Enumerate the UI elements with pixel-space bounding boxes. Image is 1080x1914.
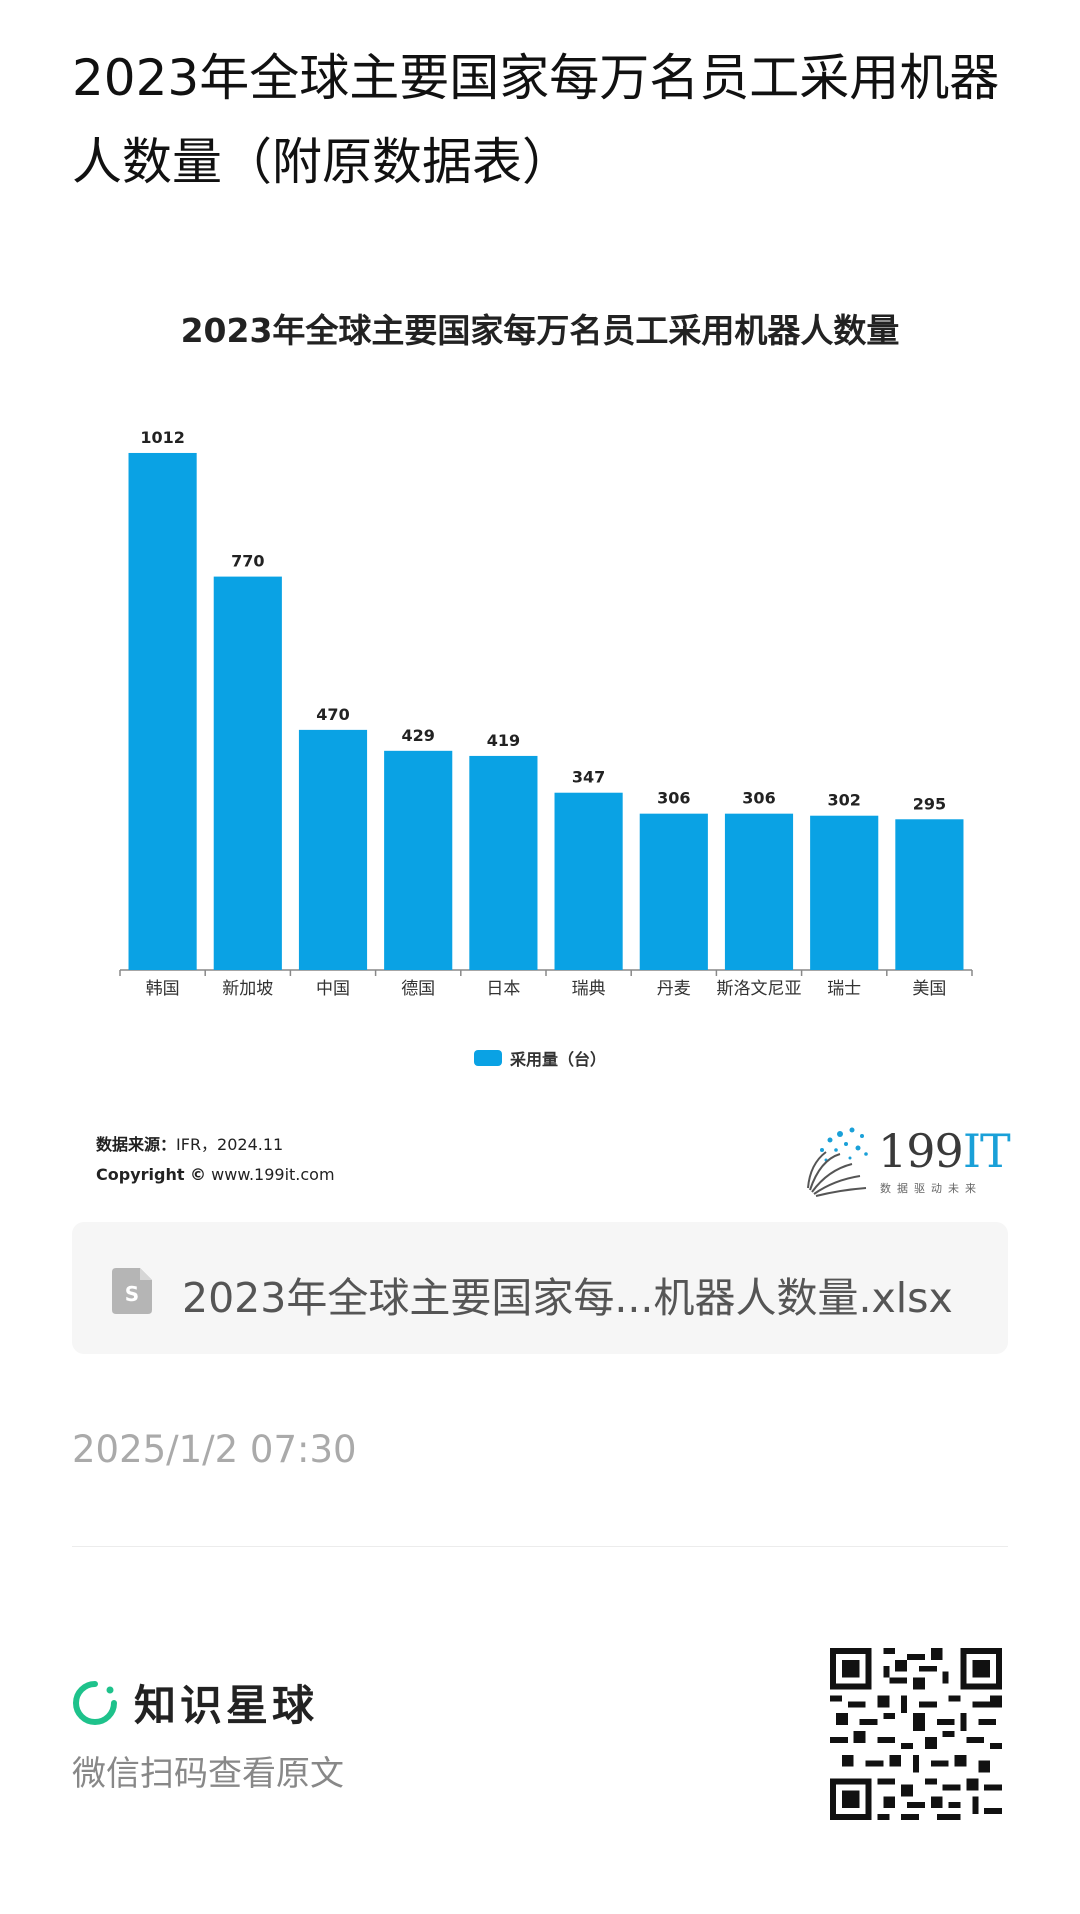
bar-6 — [639, 813, 708, 970]
logo-tagline: 数据驱动未来 — [880, 1182, 982, 1195]
x-tick-label: 瑞士 — [827, 979, 861, 999]
chart-title: 2023年全球主要国家每万名员工采用机器人数量 — [180, 311, 900, 350]
x-tick-label: 丹麦 — [657, 979, 691, 999]
spreadsheet-file-icon: S — [112, 1268, 152, 1314]
bar-value-label: 470 — [316, 705, 349, 724]
x-tick-label: 新加坡 — [222, 979, 273, 999]
attachment-card[interactable]: S 2023年全球主要国家每...机器人数量.xlsx — [72, 1222, 1008, 1354]
x-tick-label: 德国 — [401, 979, 435, 999]
logo-text: 199IT — [878, 1124, 1011, 1178]
bar-value-label: 306 — [742, 789, 775, 808]
bar-value-label: 429 — [401, 726, 434, 745]
x-tick-label: 瑞典 — [572, 979, 606, 999]
bar-0 — [128, 452, 197, 970]
bar-value-label: 1012 — [140, 428, 185, 447]
x-tick-label: 中国 — [316, 979, 350, 999]
publish-date: 2025/1/2 07:30 — [72, 1428, 357, 1471]
source-value: IFR，2024.11 — [176, 1135, 284, 1154]
bar-2 — [298, 729, 368, 970]
zsxq-logo-icon — [73, 1680, 117, 1725]
x-tick-label: 日本 — [486, 979, 520, 999]
scan-instruction: 微信扫码查看原文 — [72, 1754, 344, 1794]
attachment-filename[interactable]: 2023年全球主要国家每...机器人数量.xlsx — [182, 1274, 953, 1322]
page-title: 2023年全球主要国家每万名员工采用机器人数量（附原数据表） — [72, 49, 1000, 191]
bar-value-label: 295 — [913, 794, 946, 813]
svg-text:S: S — [125, 1282, 139, 1306]
bar-value-label: 770 — [231, 552, 264, 571]
legend-swatch — [473, 1050, 502, 1066]
chart-image[interactable]: 2023年全球主要国家每万名员工采用机器人数量 1012 韩国 770 新加坡 470 中… — [72, 268, 1011, 1198]
bar-value-label: 302 — [827, 791, 860, 810]
bar-1 — [213, 576, 282, 970]
data-source: 数据来源：IFR，2024.11 Copyright © www.199it.c… — [96, 1130, 335, 1190]
legend-label: 采用量（台） — [509, 1050, 606, 1069]
divider — [72, 1546, 1008, 1547]
source-label: 数据来源： — [96, 1135, 177, 1154]
copyright-value: www.199it.com — [211, 1165, 335, 1184]
x-tick-label: 斯洛文尼亚 — [717, 979, 802, 999]
bar-7 — [724, 813, 794, 970]
bar-3 — [384, 750, 453, 970]
qr-code-icon[interactable] — [830, 1648, 1002, 1820]
brand-name: 知识星球 — [134, 1681, 319, 1730]
bar-8 — [810, 815, 879, 970]
bar-5 — [554, 792, 623, 970]
bar-value-label: 419 — [487, 731, 520, 750]
x-tick-label: 韩国 — [146, 979, 180, 999]
logo-199it: 199IT 数据驱动未来 — [800, 1120, 1011, 1204]
bar-9 — [895, 819, 964, 970]
bar-value-label: 306 — [657, 789, 690, 808]
copyright-label: Copyright © — [96, 1165, 207, 1184]
bar-value-label: 347 — [572, 768, 605, 787]
brand: 知识星球 — [72, 1672, 318, 1733]
bar-chart: 1012 韩国 770 新加坡 470 中国 429 德国 419 日本 347 瑞典 306 丹麦 306… — [119, 428, 973, 999]
bar-4 — [469, 755, 538, 970]
chart-legend: 采用量（台） — [72, 1046, 1008, 1070]
x-tick-label: 美国 — [912, 979, 946, 999]
dandelion-logo-icon — [807, 1127, 868, 1197]
